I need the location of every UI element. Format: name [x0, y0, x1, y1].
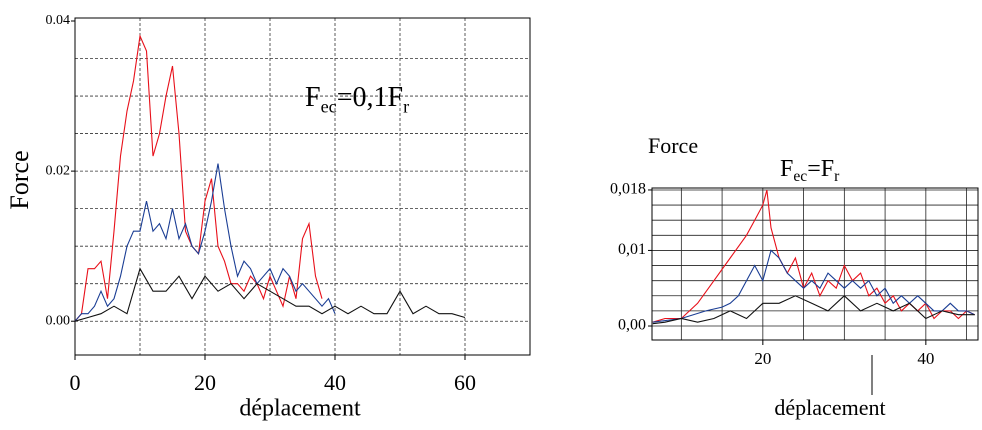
- annotation-part: =0,1F: [337, 82, 403, 113]
- line-series: [652, 189, 975, 323]
- x-tick-label: 40: [917, 349, 934, 368]
- y-tick-label: 0.00: [46, 313, 71, 328]
- line-series: [74, 34, 323, 322]
- line-series: [74, 267, 466, 322]
- x-axis-label: déplacement: [239, 396, 361, 422]
- plot-frame: [651, 187, 979, 341]
- annotation-part: ec: [793, 168, 807, 185]
- line-series: [74, 163, 336, 322]
- y-axis-label: Force: [648, 133, 698, 158]
- plot-frame: [74, 17, 531, 356]
- y-tick-label: 0.02: [46, 163, 71, 178]
- annotation: Fec=0,1Fr: [305, 82, 409, 116]
- x-tick-label: 20: [194, 370, 216, 395]
- y-tick-label: 0.04: [46, 13, 71, 28]
- annotation-part: F: [780, 156, 793, 182]
- y-tick-label: 0,00: [618, 317, 646, 334]
- x-axis-label: déplacement: [774, 395, 885, 420]
- y-tick-label: 0,018: [610, 181, 646, 198]
- annotation-part: F: [305, 82, 321, 113]
- line-series: [652, 295, 975, 325]
- line-series: [652, 249, 975, 323]
- x-tick-label: 60: [454, 370, 476, 395]
- annotation-part: ec: [321, 97, 337, 117]
- annotation-part: r: [834, 168, 840, 185]
- x-tick-label: 0: [70, 370, 81, 395]
- y-axis-label: Force: [5, 150, 34, 209]
- annotation-part: =F: [807, 156, 834, 182]
- annotation: Fec=Fr: [780, 156, 840, 185]
- x-tick-label: 40: [324, 370, 346, 395]
- x-tick-label: 20: [754, 349, 771, 368]
- annotation-part: r: [403, 97, 409, 117]
- y-tick-label: 0,01: [618, 241, 646, 258]
